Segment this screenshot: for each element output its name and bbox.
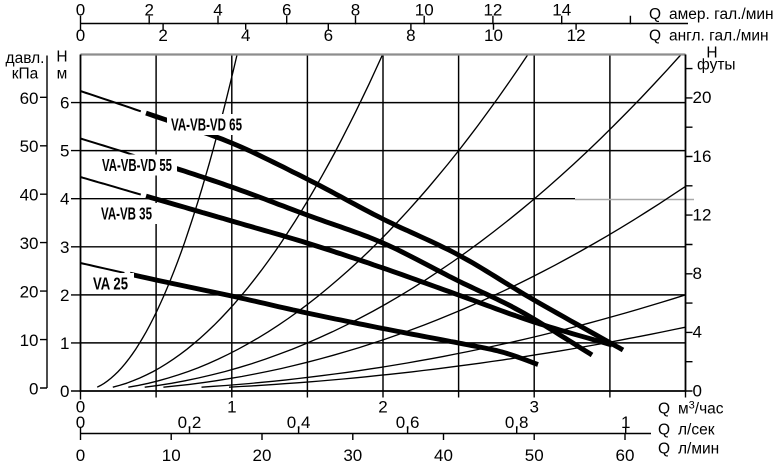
svg-text:0: 0 [76,446,85,463]
svg-text:12: 12 [693,205,712,224]
svg-text:давл.: давл. [6,50,45,67]
svg-text:30: 30 [20,234,39,253]
svg-text:10: 10 [20,331,39,350]
svg-text:3: 3 [60,238,69,257]
svg-text:8: 8 [351,1,360,20]
svg-text:VA-VB-VD 65: VA-VB-VD 65 [171,115,242,135]
svg-text:50: 50 [20,137,39,156]
svg-text:2: 2 [378,398,387,417]
svg-text:6: 6 [282,1,291,20]
svg-text:30: 30 [343,446,362,463]
svg-text:40: 40 [434,446,453,463]
svg-text:12: 12 [567,26,586,45]
svg-text:H: H [706,45,717,62]
svg-text:10: 10 [484,26,503,45]
svg-text:м3/час: м3/час [678,400,724,418]
svg-text:3: 3 [529,398,538,417]
svg-text:1: 1 [60,334,69,353]
svg-text:англ. гал./мин: англ. гал./мин [669,28,769,45]
svg-text:60: 60 [20,89,39,108]
svg-text:4: 4 [60,190,69,209]
svg-text:VA 25: VA 25 [93,274,128,294]
svg-text:20: 20 [693,88,712,107]
svg-text:H: H [56,49,67,66]
svg-text:20: 20 [20,283,39,302]
svg-text:0,6: 0,6 [396,413,420,432]
svg-text:0,4: 0,4 [287,413,311,432]
svg-text:0: 0 [76,398,85,417]
svg-text:8: 8 [406,26,415,45]
svg-text:60: 60 [616,446,635,463]
svg-text:0,2: 0,2 [178,413,202,432]
svg-text:VA-VB-VD 55: VA-VB-VD 55 [102,155,172,175]
svg-text:5: 5 [60,142,69,161]
svg-text:футы: футы [697,57,736,74]
svg-text:Q: Q [649,6,661,23]
svg-text:кПа: кПа [12,66,39,83]
svg-text:1: 1 [621,413,630,432]
svg-text:Q: Q [649,28,661,45]
svg-text:6: 6 [60,94,69,113]
svg-text:2: 2 [144,1,153,20]
svg-text:14: 14 [552,1,571,20]
svg-text:40: 40 [20,186,39,205]
svg-text:4: 4 [241,26,250,45]
svg-text:0: 0 [693,381,702,400]
svg-text:8: 8 [693,264,702,283]
svg-text:6: 6 [324,26,333,45]
svg-text:Q: Q [658,401,670,418]
svg-text:амер. гал./мин: амер. гал./мин [669,6,774,23]
svg-text:0,8: 0,8 [505,413,529,432]
svg-text:1: 1 [227,398,236,417]
svg-text:0: 0 [60,382,69,401]
svg-text:2: 2 [60,286,69,305]
svg-text:Q: Q [658,422,670,439]
svg-text:0: 0 [76,26,85,45]
svg-text:0: 0 [76,413,85,432]
svg-text:м: м [57,66,68,83]
svg-text:4: 4 [213,1,222,20]
svg-text:16: 16 [693,147,712,166]
svg-text:10: 10 [162,446,181,463]
svg-text:10: 10 [415,1,434,20]
svg-text:2: 2 [158,26,167,45]
svg-text:4: 4 [693,323,702,342]
svg-text:50: 50 [525,446,544,463]
svg-text:л/сек: л/сек [678,422,715,439]
svg-text:VA-VB 35: VA-VB 35 [101,204,152,224]
svg-text:12: 12 [483,1,502,20]
svg-text:0: 0 [76,1,85,20]
svg-text:20: 20 [253,446,272,463]
svg-text:л/мин: л/мин [678,441,719,458]
svg-text:0: 0 [29,380,38,399]
svg-text:Q: Q [658,441,670,458]
